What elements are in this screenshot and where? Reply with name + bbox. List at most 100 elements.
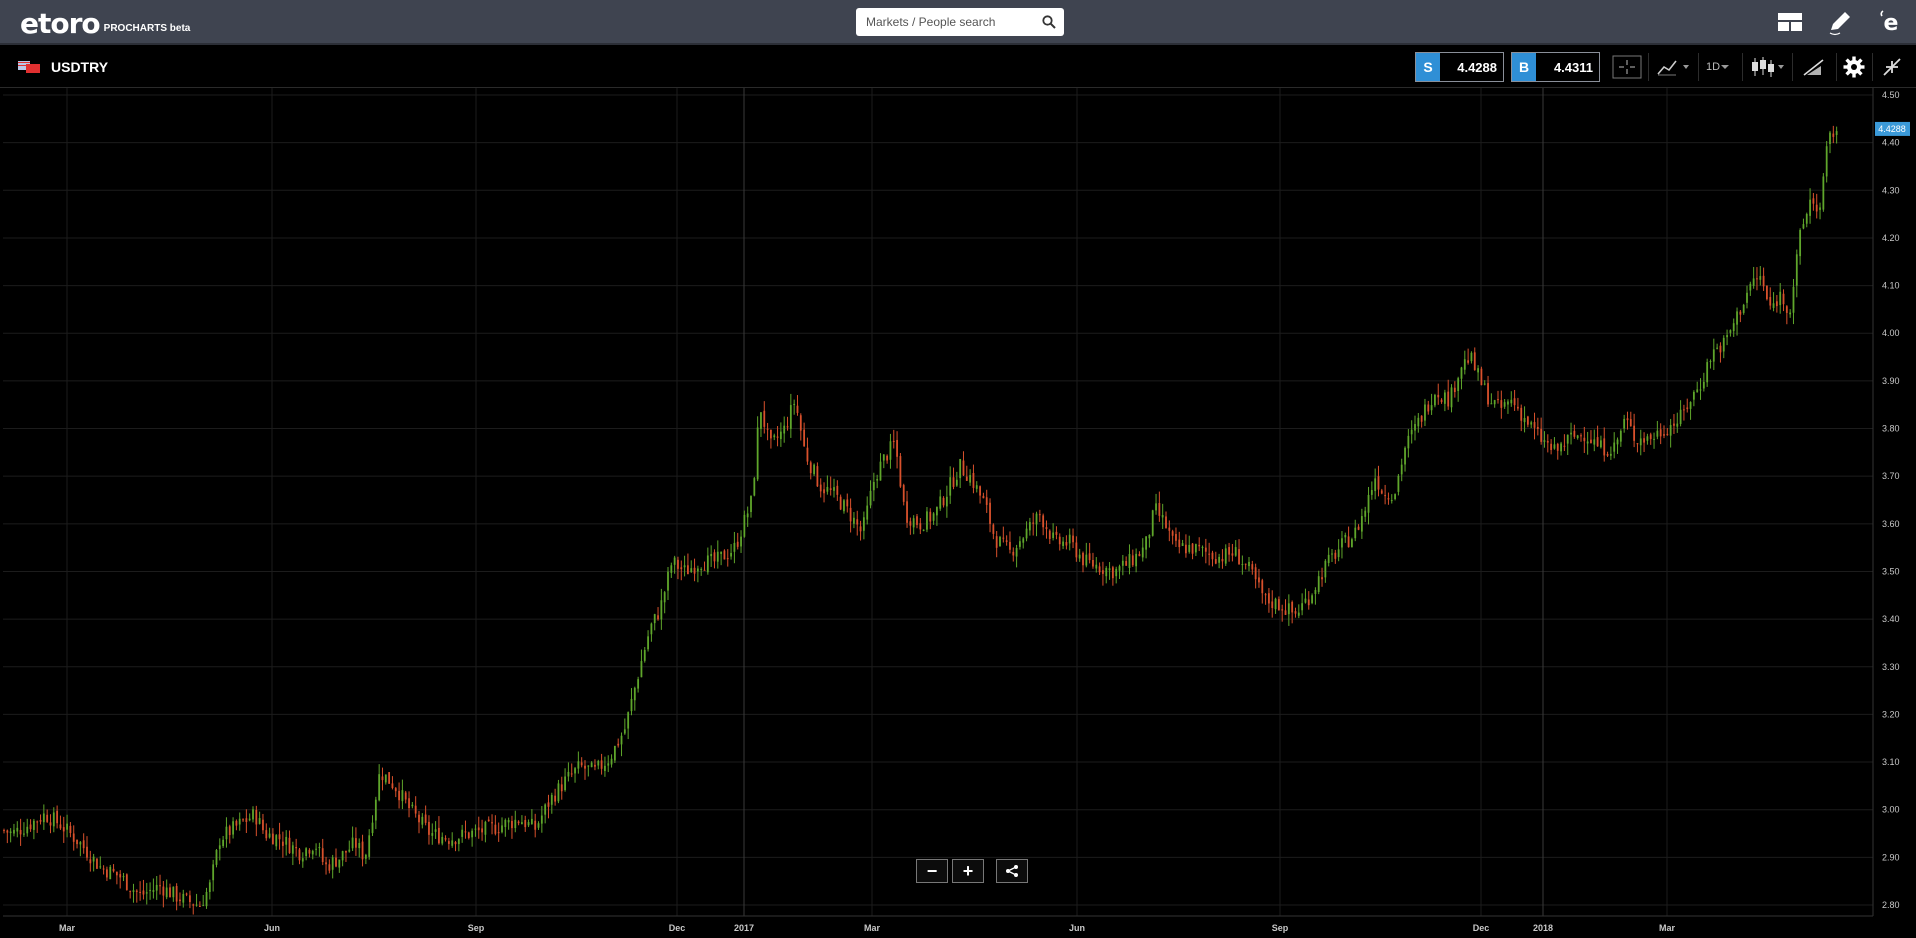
candle-body <box>1201 546 1204 548</box>
candle-body <box>308 849 311 854</box>
chart-canvas[interactable]: 4.50 4.40 4.30 4.20 4.10 4.00 3.90 3.80 3.70 3.60… <box>0 88 1916 938</box>
candle-body <box>706 555 709 573</box>
candle-body <box>1500 400 1503 408</box>
buy-button[interactable]: B 4.4311 <box>1511 52 1600 82</box>
indicators-icon[interactable] <box>1656 55 1692 79</box>
candle-body <box>1517 406 1519 409</box>
candle-body <box>1118 566 1121 571</box>
candle-body <box>72 833 75 842</box>
candle-body <box>1241 564 1244 566</box>
etoro-e-icon[interactable]: e <box>1877 9 1905 37</box>
candle-body <box>1058 536 1061 545</box>
candle-body <box>789 405 792 429</box>
candle-body <box>1742 304 1745 313</box>
candle-body <box>1258 577 1260 583</box>
candle-body <box>786 426 789 428</box>
layout-icon[interactable] <box>1776 9 1804 37</box>
zoom-out-button[interactable]: − <box>916 859 948 883</box>
collapse-icon[interactable] <box>1880 55 1904 79</box>
candle-body <box>610 758 613 765</box>
candle-body <box>52 812 55 827</box>
candle-body <box>696 568 699 572</box>
candle-body <box>132 890 135 892</box>
drawing-tools-icon[interactable] <box>1801 55 1827 79</box>
candlestick-type-icon[interactable] <box>1750 55 1786 79</box>
candle-body <box>1072 535 1074 543</box>
candle-body <box>262 819 264 831</box>
candle-body <box>1420 415 1423 422</box>
price-tick-label: 3.60 <box>1882 519 1900 529</box>
candle-body <box>1832 133 1835 137</box>
candle-body <box>1274 598 1277 610</box>
candle-body <box>1769 297 1772 306</box>
candle-body <box>281 841 284 846</box>
candle-body <box>567 771 570 777</box>
price-chart[interactable]: 4.50 4.40 4.30 4.20 4.10 4.00 3.90 3.80 3.70 3.60… <box>0 88 1916 938</box>
candle-body <box>1367 494 1370 513</box>
candle-body <box>693 567 696 574</box>
candle-body <box>3 830 5 832</box>
candle-body <box>1301 603 1304 611</box>
gear-icon[interactable] <box>1842 55 1866 79</box>
sell-button[interactable]: S 4.4288 <box>1415 52 1504 82</box>
candle-body <box>1835 131 1838 135</box>
etoro-logo[interactable]: etoro PROCHARTS beta <box>20 5 190 39</box>
candle-body <box>1440 399 1443 403</box>
candle-body <box>806 447 809 462</box>
candle-body <box>604 765 606 771</box>
candle-body <box>245 818 248 822</box>
candle-body <box>813 464 815 475</box>
candle-body <box>447 841 450 844</box>
instrument-toolbar: USDTRY S 4.4288 B 4.4311 1D <box>0 47 1916 88</box>
price-tick-label: 3.30 <box>1882 662 1900 672</box>
candle-body <box>710 553 713 557</box>
candle-body <box>1248 561 1250 567</box>
timeframe-dropdown[interactable]: 1D <box>1706 55 1736 79</box>
candle-body <box>355 838 357 848</box>
candle-body <box>461 829 464 837</box>
candle-body <box>564 776 566 791</box>
candle-body <box>494 824 497 834</box>
candle-body <box>736 541 739 547</box>
candle-body <box>1709 361 1712 363</box>
candle-body <box>1453 387 1456 393</box>
share-button[interactable] <box>996 859 1028 883</box>
zoom-in-button[interactable]: + <box>952 859 984 883</box>
candle-body <box>1394 494 1396 500</box>
candle-body <box>76 839 78 845</box>
candle-body <box>1360 516 1363 532</box>
candle-body <box>763 410 766 427</box>
candle-body <box>1400 464 1403 475</box>
candle-body <box>809 462 812 474</box>
candle-body <box>288 837 291 854</box>
candle-body <box>345 850 347 853</box>
candle-body <box>285 836 288 845</box>
candle-body <box>912 518 915 528</box>
candle-body <box>102 868 105 870</box>
candle-body <box>896 439 898 457</box>
candle-body <box>182 893 185 903</box>
candle-body <box>630 698 633 712</box>
pencil-icon[interactable] <box>1826 9 1854 37</box>
candle-body <box>657 615 659 620</box>
candle-body <box>272 833 274 845</box>
chart-grid <box>3 88 1874 917</box>
instrument-symbol[interactable]: USDTRY <box>51 59 109 75</box>
candle-body <box>1487 383 1489 405</box>
crosshair-icon[interactable] <box>1612 55 1642 79</box>
candle-body <box>1327 554 1330 564</box>
candle-body <box>1062 541 1064 547</box>
candle-body <box>746 513 749 518</box>
search-icon[interactable] <box>1042 15 1056 29</box>
candle-body <box>149 889 151 891</box>
candle-body <box>1427 404 1430 412</box>
search-input[interactable] <box>856 8 1034 36</box>
time-tick-label: Dec <box>1473 923 1490 933</box>
candle-body <box>1643 438 1645 443</box>
timeframe-value: 1D <box>1706 61 1721 73</box>
candle-body <box>1005 540 1008 542</box>
time-axis: Mar Jun Sep Dec 2017 Mar Jun Sep Dec 2018 Mar <box>59 923 1676 933</box>
candle-body <box>1503 402 1506 407</box>
candle-body <box>1716 347 1719 349</box>
candle-body <box>1128 554 1131 568</box>
